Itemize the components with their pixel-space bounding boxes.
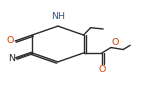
Text: NH: NH bbox=[52, 12, 66, 21]
Text: O: O bbox=[99, 65, 106, 74]
Text: O: O bbox=[6, 36, 13, 45]
Text: O: O bbox=[112, 37, 119, 46]
Text: N: N bbox=[8, 54, 15, 63]
